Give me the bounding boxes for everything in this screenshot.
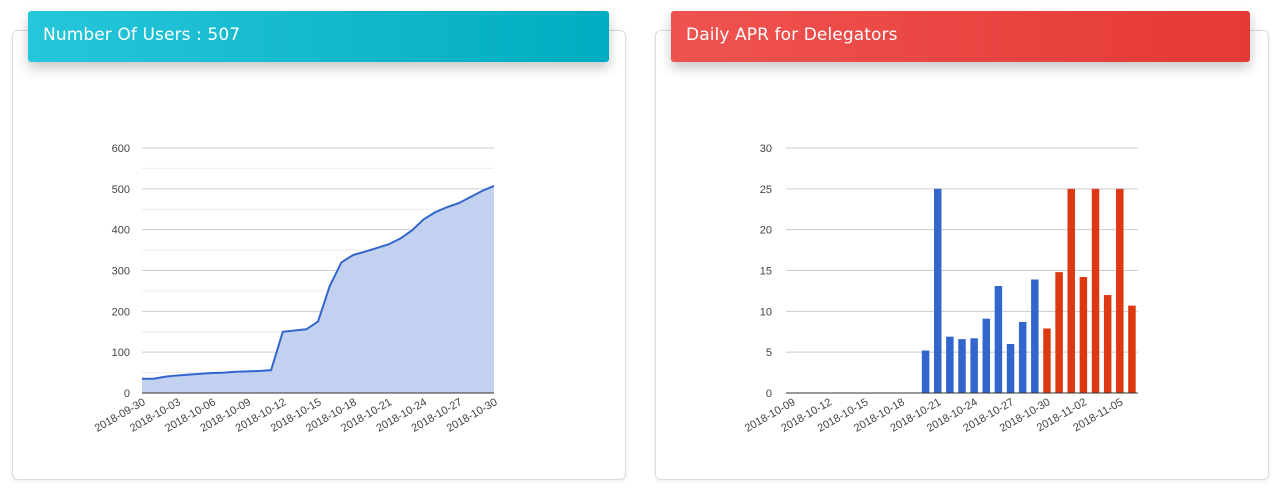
apr-bar — [1091, 188, 1100, 393]
apr-y-tick-label: 25 — [760, 184, 772, 196]
apr-y-tick-label: 10 — [760, 306, 772, 318]
apr-bar — [1067, 188, 1075, 393]
apr-bar — [1006, 344, 1015, 393]
users-y-tick-label: 100 — [112, 347, 130, 359]
apr-y-tick-label: 0 — [766, 388, 772, 400]
users-y-tick-label: 600 — [112, 143, 130, 155]
apr-y-tick-label: 5 — [766, 347, 772, 359]
apr-bar — [946, 336, 954, 393]
apr-card — [655, 30, 1269, 480]
apr-y-tick-label: 20 — [760, 225, 772, 237]
users-card-title: Number Of Users : 507 — [43, 25, 241, 45]
users-card-header: Number Of Users : 507 — [28, 11, 609, 62]
users-area-chart: 01002003004005006002018-09-302018-10-032… — [93, 143, 500, 435]
apr-bar — [1116, 188, 1124, 393]
apr-bar — [921, 350, 930, 393]
apr-series-2 — [1043, 188, 1136, 393]
apr-bar — [933, 188, 942, 393]
apr-card-header: Daily APR for Delegators — [671, 11, 1250, 62]
apr-bar — [970, 338, 978, 393]
users-y-tick-label: 400 — [112, 225, 130, 237]
apr-bar — [1128, 305, 1136, 393]
users-y-tick-label: 0 — [124, 388, 130, 400]
apr-bar — [994, 286, 1003, 393]
apr-bar — [958, 339, 966, 393]
users-area-fill — [142, 185, 494, 393]
apr-y-tick-label: 15 — [760, 266, 772, 278]
users-series-line — [142, 185, 495, 380]
apr-bar — [1018, 321, 1027, 393]
users-y-tick-label: 200 — [112, 306, 130, 318]
apr-bar — [982, 318, 991, 393]
apr-bar — [1043, 328, 1051, 393]
apr-bar — [1031, 279, 1039, 393]
apr-card-title: Daily APR for Delegators — [686, 25, 898, 45]
apr-bar — [1055, 272, 1063, 393]
apr-bar — [1079, 277, 1088, 393]
users-y-tick-label: 500 — [112, 184, 130, 196]
apr-series-1 — [921, 188, 1039, 393]
users-y-tick-label: 300 — [112, 266, 130, 278]
users-card — [12, 30, 626, 480]
apr-y-tick-label: 30 — [760, 143, 772, 155]
apr-bar — [1103, 295, 1112, 393]
